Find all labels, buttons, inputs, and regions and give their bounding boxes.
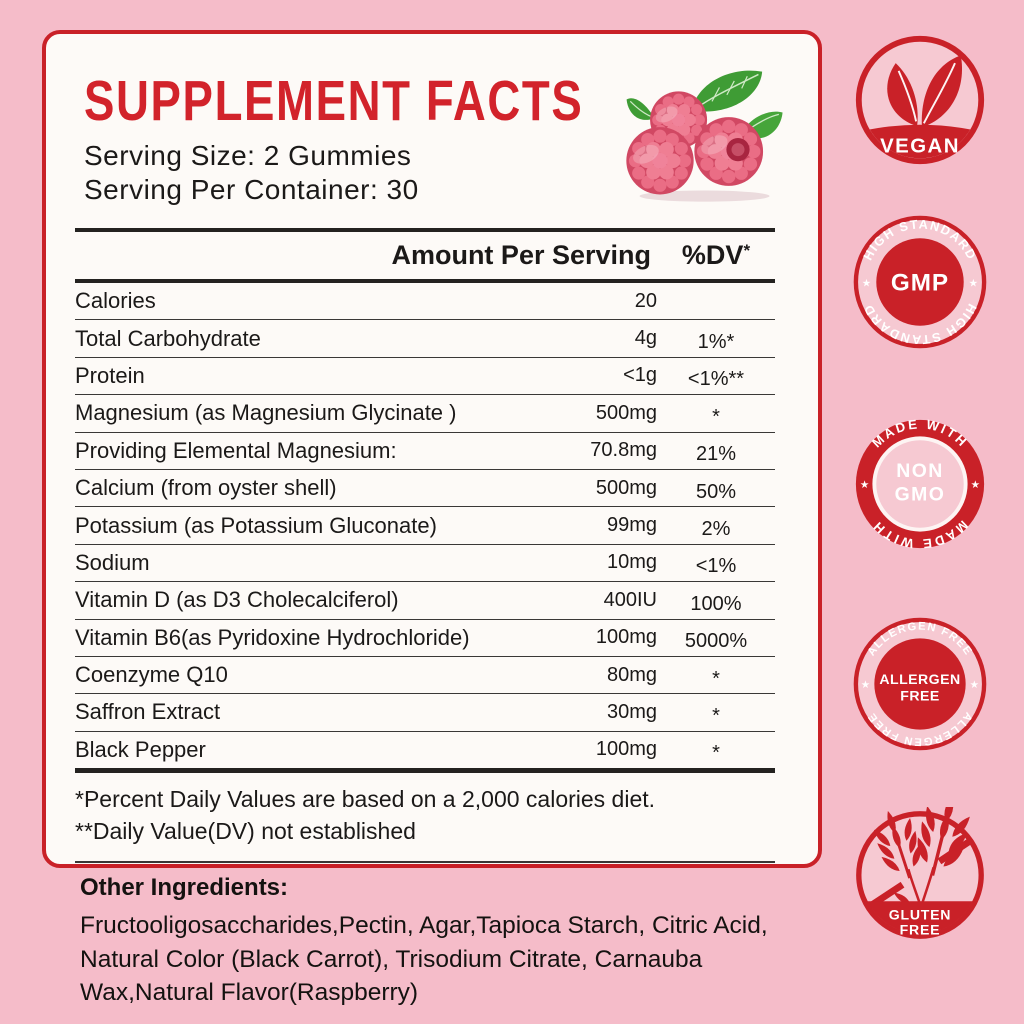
nutrient-dv: <1%** [687, 368, 745, 391]
nutrient-name: Sodium [75, 549, 150, 575]
non-gmo-label-line1: NON [896, 460, 944, 482]
nutrient-amount: 500mg [595, 476, 657, 499]
servings-per-container: Serving Per Container: 30 [84, 174, 419, 205]
table-row-magnesium: Magnesium (as Magnesium Glycinate ) 500mg… [75, 395, 775, 433]
raspberry-image [626, 70, 783, 202]
page-title-text: SUPPLEMENT FACTS [84, 69, 584, 133]
star-icon: ★ [861, 679, 871, 691]
allergen-free-label-line2: FREE [900, 688, 940, 704]
nutrient-name: Magnesium (as Magnesium Glycinate ) [75, 400, 457, 426]
non-gmo-label-line2: GMO [895, 484, 946, 506]
page-title: SUPPLEMENT FACTS [84, 68, 708, 134]
nutrient-name: Calcium (from oyster shell) [75, 475, 337, 501]
nutrient-amount: 500mg [595, 401, 657, 424]
table-row-coenzyme-q10: Coenzyme Q10 80mg * [75, 657, 775, 695]
nutrient-dv: 5000% [684, 630, 748, 653]
table-row-elemental-magnesium: Providing Elemental Magnesium: 70.8mg 21% [75, 433, 775, 470]
other-ingredients-line: Wax,Natural Flavor(Raspberry) [80, 979, 419, 1006]
other-ingredients-heading: Other Ingredients: [80, 874, 289, 901]
nutrient-amount: <1g [623, 364, 657, 387]
gluten-free-label-line2: FREE [900, 921, 941, 937]
table-row-calories: Calories 20 [75, 283, 775, 321]
nutrient-dv: 21% [695, 443, 737, 466]
nutrient-amount: 10mg [606, 551, 657, 574]
star-icon: ★ [969, 277, 979, 289]
nutrient-dv: * [712, 742, 720, 765]
dv-header: %DV* [657, 240, 775, 271]
nutrient-name: Saffron Extract [75, 699, 221, 725]
badge-center [876, 238, 964, 326]
table-row-potassium: Potassium (as Potassium Gluconate) 99mg 2% [75, 507, 775, 545]
nutrient-dv: * [712, 704, 720, 727]
gluten-free-badge: GLUTEN FREE [856, 807, 984, 939]
other-ingredients-line: Natural Color (Black Carrot), Trisodium … [80, 945, 703, 973]
table-row-vitamin-d: Vitamin D (as D3 Cholecalciferol) 400IU 10… [75, 582, 775, 620]
nutrient-dv: <1% [695, 555, 737, 578]
footnote-daily-values: *Percent Daily Values are based on a 2,0… [75, 786, 656, 813]
nutrient-amount: 20 [634, 289, 657, 312]
table-row-carbohydrate: Total Carbohydrate 4g 1%* [75, 320, 775, 358]
nutrient-amount: 80mg [606, 663, 657, 686]
nutrient-name: Protein [75, 362, 145, 388]
table-header: Amount Per Serving %DV* [75, 228, 775, 283]
berry-shadow [639, 190, 770, 202]
nutrient-amount: 400IU [603, 588, 657, 611]
other-ingredients-line: Fructooligosaccharides,Pectin, Agar,Tapi… [80, 912, 768, 939]
nutrient-amount: 4g [634, 327, 657, 350]
nutrient-dv: * [712, 667, 720, 690]
nutrient-amount: 30mg [606, 700, 657, 723]
non-gmo-badge: MADE WITH MADE WITH ★ ★ NON GMO [855, 416, 985, 552]
nutrient-dv: 1%* [697, 331, 735, 354]
footnotes: *Percent Daily Values are based on a 2,0… [75, 773, 775, 864]
nutrient-name: Providing Elemental Magnesium: [75, 437, 397, 463]
nutrient-dv: 2% [701, 518, 731, 541]
nutrient-amount: 99mg [606, 514, 657, 537]
gluten-free-label-line1: GLUTEN [889, 907, 952, 923]
vegan-badge: VEGAN [855, 35, 985, 165]
nutrient-name: Black Pepper [75, 736, 206, 762]
serving-size: Serving Size: 2 Gummies [84, 140, 412, 171]
gmp-label: GMP [891, 270, 949, 297]
allergen-free-label-line1: ALLERGEN [879, 671, 960, 687]
raspberry-berries [626, 91, 764, 195]
nutrient-name: Vitamin B6(as Pyridoxine Hydrochloride) [75, 624, 470, 650]
nutrient-dv: * [712, 405, 720, 428]
table-row-sodium: Sodium 10mg <1% [75, 545, 775, 583]
nutrient-name: Potassium (as Potassium Gluconate) [75, 512, 437, 538]
star-icon: ★ [970, 679, 980, 691]
nutrient-dv: 50% [695, 480, 737, 503]
nutrient-name: Calories [75, 288, 156, 314]
vegan-label: VEGAN [880, 135, 960, 157]
table-row-black-pepper: Black Pepper 100mg * [75, 732, 775, 774]
dv-header-asterisk: * [743, 241, 751, 260]
table-row-protein: Protein <1g <1%** [75, 358, 775, 396]
leaf-icon [887, 55, 963, 128]
table-row-calcium: Calcium (from oyster shell) 500mg 50% [75, 470, 775, 508]
nutrient-name: Total Carbohydrate [75, 325, 261, 351]
nutrient-amount: 70.8mg [590, 439, 657, 462]
nutrient-amount: 100mg [595, 626, 657, 649]
badge-center [876, 440, 964, 528]
gmp-badge: HIGH STANDARD HIGH STANDARD ★ ★ GMP [853, 215, 987, 349]
facts-table: Amount Per Serving %DV* Calories 20 Total… [75, 228, 775, 864]
other-ingredients-section: Other Ingredients: Fructooligosaccharide… [80, 874, 800, 1010]
dv-header-text: %DV [681, 240, 744, 270]
supplement-facts-panel: SUPPLEMENT FACTS Serving Size: 2 Gummies… [42, 30, 822, 868]
nutrient-dv: 100% [690, 592, 742, 615]
star-icon: ★ [860, 479, 870, 491]
nutrient-name: Vitamin D (as D3 Cholecalciferol) [75, 587, 399, 613]
allergen-free-badge: ALLERGEN FREE ALLERGEN FREE ★ ★ ALLERGEN… [853, 617, 987, 751]
table-row-saffron-extract: Saffron Extract 30mg * [75, 694, 775, 732]
nutrient-name: Coenzyme Q10 [75, 662, 228, 688]
nutrient-amount: 100mg [595, 738, 657, 761]
star-icon: ★ [971, 479, 981, 491]
badge-center [874, 638, 966, 730]
footnote-dv-not-established: **Daily Value(DV) not established [75, 818, 416, 845]
star-icon: ★ [862, 277, 872, 289]
amount-per-serving-header: Amount Per Serving [391, 240, 651, 270]
table-row-vitamin-b6: Vitamin B6(as Pyridoxine Hydrochloride) 1… [75, 620, 775, 657]
